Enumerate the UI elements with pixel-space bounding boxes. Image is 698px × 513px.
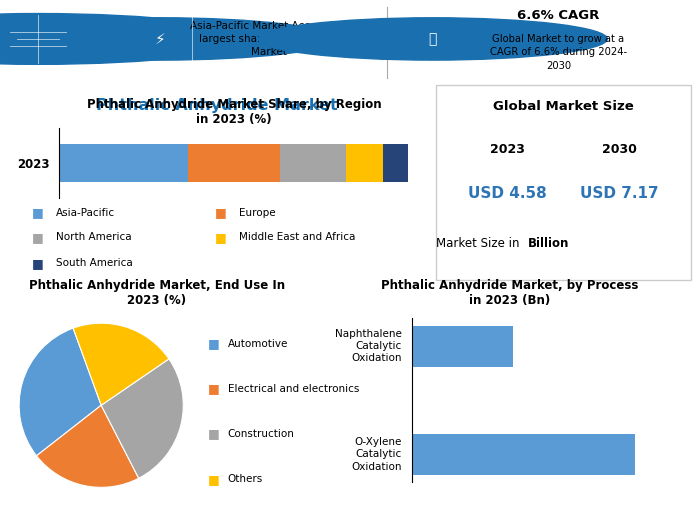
- Wedge shape: [19, 328, 101, 456]
- Wedge shape: [73, 323, 169, 405]
- Bar: [383, 144, 408, 182]
- Text: South America: South America: [56, 258, 133, 268]
- Text: Others: Others: [228, 474, 263, 484]
- Text: ■: ■: [32, 231, 44, 244]
- Text: ■: ■: [32, 207, 44, 220]
- Bar: [346, 144, 383, 182]
- Circle shape: [0, 13, 248, 64]
- Text: ■: ■: [208, 382, 220, 396]
- Text: ■: ■: [215, 207, 227, 220]
- Text: ■: ■: [208, 472, 220, 486]
- Text: Asia-Pacific Market Accounted
largest share in the Global
Market: Asia-Pacific Market Accounted largest sh…: [191, 21, 347, 57]
- Text: Phthalic Anhydride Market, End Use In
2023 (%): Phthalic Anhydride Market, End Use In 20…: [29, 279, 285, 307]
- Bar: [412, 326, 513, 367]
- Text: North America: North America: [56, 232, 131, 243]
- Text: ⚡: ⚡: [155, 31, 166, 47]
- Text: Global Market to grow at a
CAGR of 6.6% during 2024-
2030: Global Market to grow at a CAGR of 6.6% …: [490, 34, 627, 71]
- Text: Construction: Construction: [228, 429, 295, 439]
- Wedge shape: [101, 359, 184, 478]
- Text: Phthalic Anhydride Market: Phthalic Anhydride Market: [96, 97, 337, 113]
- Title: Phthalic Anhydride Market Share, by Region
in 2023 (%): Phthalic Anhydride Market Share, by Regi…: [87, 97, 381, 126]
- Text: ■: ■: [215, 231, 227, 244]
- Text: 2030: 2030: [602, 143, 637, 156]
- Text: ■: ■: [32, 257, 44, 270]
- Text: USD 7.17: USD 7.17: [580, 186, 659, 201]
- Text: 🔥: 🔥: [429, 32, 437, 46]
- Text: Phthalic Anhydride Market, by Process
in 2023 (Bn): Phthalic Anhydride Market, by Process in…: [381, 279, 638, 307]
- Bar: [280, 144, 346, 182]
- Text: 2023: 2023: [490, 143, 525, 156]
- Text: Global Market Size: Global Market Size: [493, 100, 634, 113]
- Text: Automotive: Automotive: [228, 339, 288, 349]
- Circle shape: [258, 18, 607, 60]
- Text: MMR: MMR: [80, 35, 119, 49]
- Text: ■: ■: [208, 427, 220, 441]
- Circle shape: [0, 18, 335, 60]
- Wedge shape: [36, 405, 139, 487]
- FancyBboxPatch shape: [436, 85, 691, 280]
- Text: ■: ■: [208, 337, 220, 350]
- Text: Middle East and Africa: Middle East and Africa: [239, 232, 355, 243]
- Text: USD 4.58: USD 4.58: [468, 186, 547, 201]
- Bar: [59, 144, 188, 182]
- Text: Europe: Europe: [239, 208, 276, 218]
- Bar: [412, 433, 635, 475]
- Text: 6.6% CAGR: 6.6% CAGR: [517, 9, 600, 22]
- Bar: [188, 144, 280, 182]
- Text: Electrical and electronics: Electrical and electronics: [228, 384, 359, 394]
- Text: Market Size in: Market Size in: [436, 236, 523, 250]
- Text: Asia-Pacific: Asia-Pacific: [56, 208, 115, 218]
- Text: Billion: Billion: [528, 236, 570, 250]
